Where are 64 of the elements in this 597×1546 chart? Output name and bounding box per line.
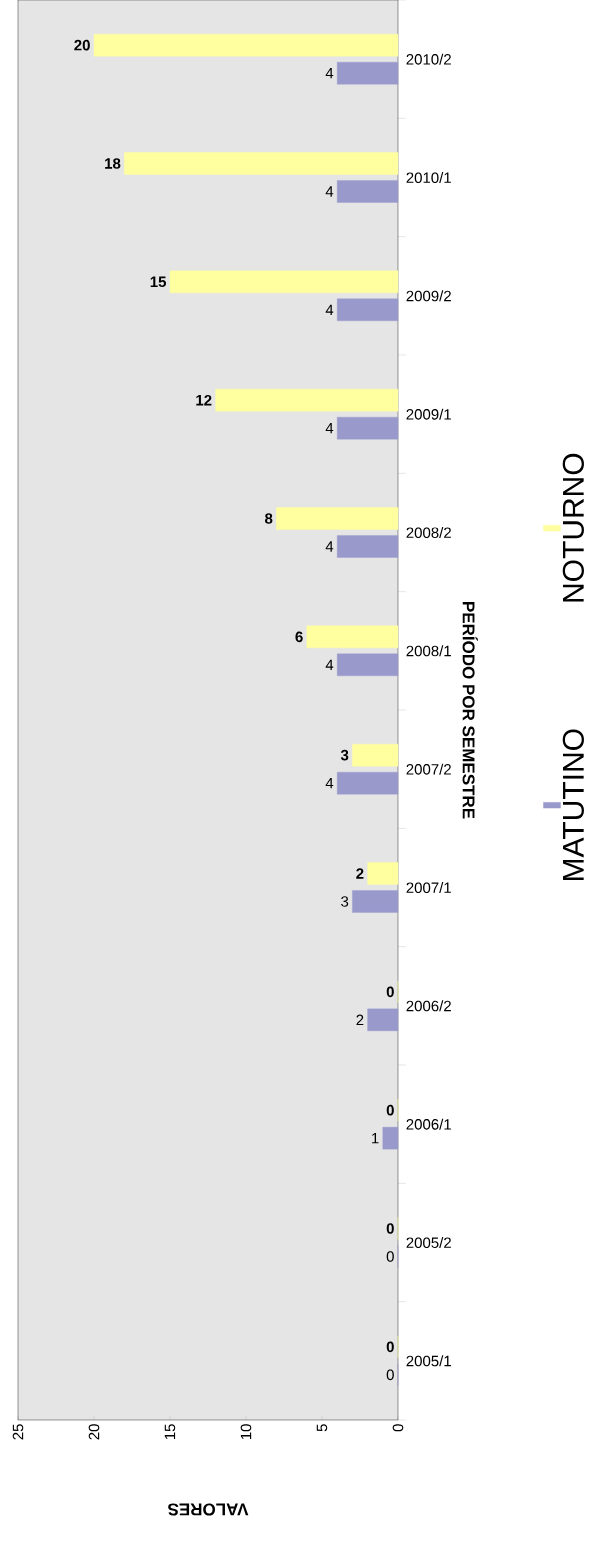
data-label: 0 [386,1223,394,1234]
bar [337,535,399,558]
data-label: 0 [386,1369,394,1381]
bar [367,1008,399,1032]
bar [382,1126,399,1150]
bar [337,61,399,85]
data-label: 4 [325,659,334,670]
bar [276,507,399,530]
x-tick-label: 15 [164,1424,176,1440]
y-axis-title: PERÍODO POR SEMESTRE [462,602,478,819]
data-label: 4 [325,186,334,197]
legend-label: MATUTINO [562,729,584,880]
y-tick-label: 2008/1 [406,645,451,657]
y-tick-label: 2010/2 [406,53,451,65]
data-label: 1 [372,1133,379,1144]
data-label: 20 [74,39,90,51]
data-label: 0 [386,1341,394,1353]
data-label: 12 [196,394,212,406]
y-tick-label: 2009/2 [406,290,451,302]
y-tick-label: 2006/2 [406,1000,451,1012]
data-label: 2 [356,1014,364,1026]
bar [169,270,399,294]
y-tick-label: 2006/1 [406,1118,451,1130]
bar [337,653,399,677]
y-tick-label: 2005/1 [406,1355,451,1367]
y-tick-label: 2009/1 [406,408,451,420]
bar [352,890,399,913]
bar [215,388,399,412]
data-label: 18 [105,158,121,169]
data-label: 0 [386,1251,394,1262]
data-label: 4 [325,778,334,789]
bar [93,33,399,57]
y-tick-label: 2007/2 [406,763,451,775]
legend-label: NOTURNO [562,453,584,602]
data-label: 0 [386,986,394,998]
y-tick-label: 2005/2 [406,1236,451,1248]
x-tick-label: 0 [392,1424,404,1432]
y-tick-label: 2010/1 [406,171,451,183]
data-label: 4 [325,541,334,552]
x-tick-label: 25 [12,1424,24,1440]
data-label: 6 [295,631,303,643]
data-label: 4 [325,68,334,79]
data-label: 8 [264,513,273,524]
x-axis-title: VALORES [168,1503,249,1516]
bar [352,743,399,767]
bar [337,416,399,440]
data-label: 4 [325,423,334,434]
bar [306,625,399,649]
x-tick-label: 10 [240,1424,252,1440]
bar [337,180,399,203]
x-tick-label: 5 [316,1424,328,1432]
bar [124,152,399,175]
data-label: 15 [150,276,167,288]
data-label: 3 [341,896,349,907]
bar [367,862,399,885]
x-tick-label: 20 [88,1424,100,1440]
data-label: 0 [386,1104,394,1116]
data-label: 3 [340,749,349,761]
bar [337,298,399,322]
bar [337,771,399,795]
data-label: 4 [325,304,334,315]
y-tick-label: 2008/2 [406,526,451,538]
data-label: 2 [356,868,364,879]
y-tick-label: 2007/1 [406,881,451,893]
